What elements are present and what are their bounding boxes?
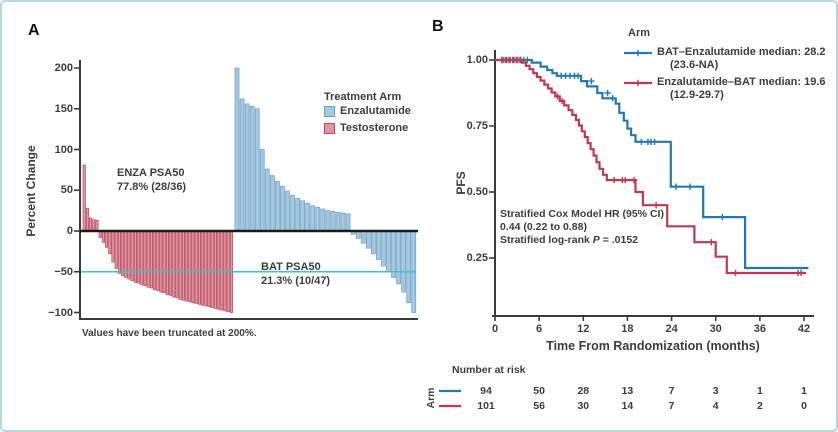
panel-a-y-tick: 50 <box>60 184 73 197</box>
panel-b-x-tick: 18 <box>621 323 634 335</box>
panel-b-y-tick: 0.25 <box>466 252 488 264</box>
panel-a-y-tick: −50 <box>54 265 73 278</box>
km-legend-title: Arm <box>628 27 651 39</box>
legend-item-enzalutamide: Enzalutamide <box>324 105 411 117</box>
panel-b-x-tick: 42 <box>797 323 811 335</box>
risk-count: 14 <box>621 399 634 412</box>
truncation-footnote: Values have been truncated at 200%. <box>82 328 257 339</box>
panel-b-x-tick: 30 <box>709 323 722 335</box>
risk-count: 101 <box>477 399 495 412</box>
panel-b-x-tick: 12 <box>577 323 590 335</box>
testosterone-legend-label: Testosterone <box>340 122 409 134</box>
cox-model-annotation: Stratified Cox Model HR (95% CI) 0.44 (0… <box>500 208 664 247</box>
km-legend-red-line1: Enzalutamide–BAT median: 19.6 <box>657 76 826 88</box>
risk-count: 7 <box>668 399 675 412</box>
panel-b-x-axis-title: Time From Randomization (months) <box>546 339 760 353</box>
risk-count: 30 <box>577 399 590 412</box>
risk-count: 4 <box>712 399 719 412</box>
bat-psa50-line2: 21.3% (10/47) <box>261 274 331 287</box>
risk-count: 13 <box>621 384 634 397</box>
panel-a-y-tick: −100 <box>48 306 73 319</box>
km-legend-red-line2: (12.9-29.7) <box>670 89 724 101</box>
panel-a-label: A <box>28 22 40 39</box>
enza-psa50-line2: 77.8% (28/36) <box>117 180 187 193</box>
risk-count: 1 <box>756 384 763 397</box>
enzalutamide-legend-label: Enzalutamide <box>340 105 411 117</box>
panel-b-y-tick: 1.00 <box>466 54 488 66</box>
legend-item-testosterone: Testosterone <box>324 122 408 134</box>
risk-count: 3 <box>712 384 719 397</box>
risk-count: 0 <box>801 399 807 412</box>
panel-a-y-tick: 150 <box>54 102 73 115</box>
enza-psa50-annotation: ENZA PSA50 77.8% (28/36) <box>117 167 186 194</box>
risk-count: 94 <box>480 384 492 397</box>
risk-count: 7 <box>668 384 675 397</box>
enzalutamide-swatch <box>324 105 335 117</box>
km-legend-blue-line2: (23.6-NA) <box>670 59 719 71</box>
panel-b-x-tick: 0 <box>491 323 499 335</box>
risk-table-arm-label: Arm <box>425 387 437 409</box>
enza-psa50-line1: ENZA PSA50 <box>117 167 185 179</box>
panel-b-x-tick: 24 <box>665 323 678 335</box>
number-at-risk-header: Number at risk <box>452 364 526 376</box>
risk-count: 2 <box>756 399 763 412</box>
testosterone-swatch <box>324 122 335 134</box>
risk-count: 50 <box>533 384 545 397</box>
risk-count: 1 <box>801 384 807 397</box>
panel-a-y-tick: 200 <box>54 62 73 74</box>
p-value-symbol: P <box>592 234 600 246</box>
risk-count: 28 <box>577 384 590 397</box>
panel-b-y-tick: 0.50 <box>466 186 488 198</box>
risk-count: 56 <box>533 399 545 412</box>
bat-psa50-line1: BAT PSA50 <box>261 261 321 273</box>
panel-a-y-tick: 100 <box>54 143 73 156</box>
km-legend-blue-line1: BAT–Enzalutamide median: 28.2 <box>657 46 826 58</box>
panel-b-x-tick: 36 <box>753 323 767 335</box>
cox-hr-line2: 0.44 (0.22 to 0.88) <box>500 221 587 233</box>
bat-psa50-annotation: BAT PSA50 21.3% (10/47) <box>261 261 330 288</box>
panel-a-y-tick: 0 <box>66 225 73 237</box>
log-rank-line: Stratified log-rank P = .0152 <box>500 234 639 246</box>
panel-b-label: B <box>432 18 444 35</box>
panel-b-x-tick: 6 <box>536 323 543 335</box>
panel-b-y-tick: 0.75 <box>466 120 488 132</box>
cox-hr-line1: Stratified Cox Model HR (95% CI) <box>500 208 664 220</box>
treatment-arm-legend-title: Treatment Arm <box>324 91 402 103</box>
